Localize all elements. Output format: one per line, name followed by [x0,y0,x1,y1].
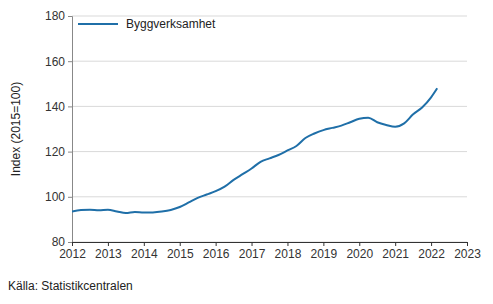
x-tick: 2020 [346,242,373,261]
x-tick: 2023 [454,242,481,261]
x-tick: 2012 [59,242,86,261]
y-axis: 80100120140160180 [45,9,73,249]
y-tick-label: 120 [45,145,65,159]
x-tick-mark [144,242,145,246]
x-tick-mark [323,242,324,246]
x-tick-mark [108,242,109,246]
series-line [72,88,437,213]
y-tick-mark [68,106,72,107]
x-tick-label: 2016 [203,247,230,261]
legend-swatch [78,23,118,25]
x-tick-mark [431,242,432,246]
x-tick: 2017 [239,242,266,261]
plot-area [72,88,437,213]
y-tick-label: 180 [45,9,65,23]
x-tick-label: 2013 [95,247,122,261]
x-tick-mark [287,242,288,246]
x-tick: 2021 [382,242,409,261]
x-tick: 2016 [203,242,230,261]
x-axis-line [73,243,468,247]
y-tick: 140 [45,100,72,114]
y-axis-line [68,17,73,243]
x-tick: 2022 [418,242,445,261]
x-tick-label: 2019 [311,247,338,261]
y-tick: 100 [45,190,72,204]
y-tick-label: 100 [45,190,65,204]
legend: Byggverksamhet [78,17,216,31]
x-tick-mark [395,242,396,246]
y-tick-label: 140 [45,100,65,114]
y-tick-mark [68,197,72,198]
x-tick-mark [180,242,181,246]
chart: 8010012014016018020122013201420152016201… [0,0,493,304]
x-tick-label: 2022 [418,247,445,261]
x-tick-mark [216,242,217,246]
x-tick-label: 2018 [275,247,302,261]
legend-label: Byggverksamhet [126,17,216,31]
y-tick-mark [68,152,72,153]
x-tick: 2015 [167,242,194,261]
x-tick: 2018 [275,242,302,261]
x-tick-label: 2014 [131,247,158,261]
y-axis-title: Index (2015=100) [9,82,23,176]
x-tick-label: 2020 [346,247,373,261]
y-tick-mark [68,61,72,62]
x-tick-label: 2021 [382,247,409,261]
grid-line [72,61,467,62]
grid-line [72,106,467,107]
grid-line [72,196,467,197]
y-tick-mark [68,16,72,17]
x-tick-label: 2023 [454,247,481,261]
x-tick-mark [72,242,73,246]
y-tick-mark [68,242,72,243]
x-tick: 2013 [95,242,122,261]
grid [72,16,467,242]
y-tick: 160 [45,55,72,69]
x-axis: 2012 2013 2014 2015 2016 2017 2018 2019 2020 2021… [59,242,481,261]
x-tick-label: 2012 [59,247,86,261]
x-tick: 2014 [131,242,158,261]
y-tick: 120 [45,145,72,159]
x-tick-label: 2017 [239,247,266,261]
grid-line [72,151,467,152]
x-tick: 2019 [311,242,338,261]
source: Källa: Statistikcentralen [8,279,133,293]
x-tick-label: 2015 [167,247,194,261]
x-tick-mark [359,242,360,246]
x-tick-mark [252,242,253,246]
y-tick: 180 [45,9,72,23]
y-tick-label: 160 [45,55,65,69]
x-tick-mark [467,242,468,246]
